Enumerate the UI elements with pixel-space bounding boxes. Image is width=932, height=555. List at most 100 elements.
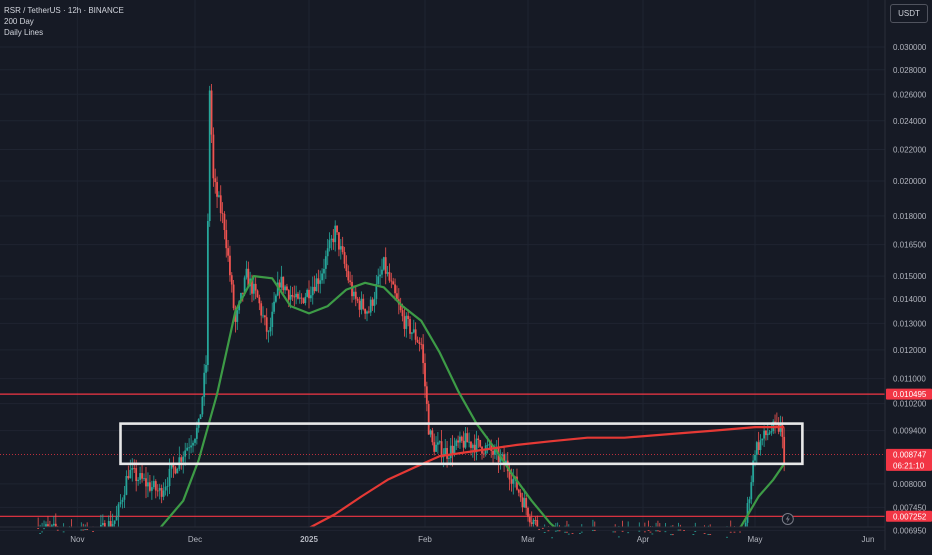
candle: [505, 453, 507, 464]
candle: [440, 430, 443, 463]
candle-body: [101, 523, 104, 525]
candle: [298, 290, 301, 304]
candle: [351, 274, 353, 303]
candle: [379, 266, 381, 287]
candle: [435, 436, 437, 453]
candle: [70, 519, 73, 528]
level-price-badge-1: 0.007252: [886, 510, 932, 522]
candle: [199, 414, 202, 420]
candle-body: [407, 315, 410, 319]
candle-body: [460, 436, 463, 441]
candle: [375, 274, 378, 305]
currency-selector-button[interactable]: USDT: [890, 4, 928, 23]
candle-body: [360, 298, 363, 310]
candle-body: [141, 473, 143, 479]
candle: [643, 522, 646, 533]
candle-body: [284, 286, 286, 291]
candle: [527, 506, 529, 522]
candle-body: [345, 263, 348, 272]
y-tick-label: 0.014000: [893, 295, 927, 304]
candle: [427, 400, 430, 435]
candle: [466, 427, 469, 443]
candle-body: [282, 276, 285, 291]
candle-body: [638, 530, 641, 532]
candle-body: [409, 318, 411, 334]
candle: [275, 293, 277, 304]
candle-body: [99, 524, 102, 527]
candle: [206, 213, 209, 372]
candle-body: [538, 528, 541, 530]
candle: [761, 438, 764, 446]
y-tick-label: 0.008000: [893, 480, 927, 489]
candle: [280, 265, 283, 291]
candle-body: [119, 501, 122, 505]
candle-body: [523, 498, 526, 508]
candle: [49, 520, 51, 528]
candle: [254, 275, 257, 300]
candle: [424, 353, 426, 398]
candle: [519, 489, 522, 502]
candle-body: [366, 311, 368, 314]
candle-body: [405, 315, 408, 329]
indicator-label-daily-lines[interactable]: Daily Lines: [4, 28, 44, 37]
candle-body: [733, 531, 736, 533]
moving-averages-layer: [159, 275, 786, 527]
candle: [436, 432, 439, 454]
candle-body: [748, 499, 751, 504]
candle: [306, 288, 309, 298]
candle-body: [86, 529, 89, 530]
symbol-title[interactable]: RSR / TetherUS · 12h · BINANCE: [4, 6, 124, 15]
candle-body: [503, 454, 505, 464]
candle-body: [313, 286, 316, 292]
candle: [429, 429, 432, 438]
candle-body: [532, 520, 535, 524]
candle: [534, 516, 537, 526]
candle: [154, 479, 157, 499]
candle: [729, 520, 732, 533]
candle-body: [558, 530, 561, 532]
candle: [488, 442, 491, 449]
candle: [726, 526, 728, 538]
candle: [203, 363, 206, 406]
candle: [121, 497, 124, 509]
candle-body: [448, 458, 450, 459]
candle-body: [527, 507, 529, 517]
candle: [41, 522, 43, 533]
candle-body: [739, 531, 741, 533]
candle: [746, 496, 749, 527]
candle-body: [446, 448, 448, 459]
candle: [431, 427, 434, 446]
candle-body: [766, 433, 769, 436]
candle-body: [205, 364, 207, 373]
candle-body: [158, 488, 161, 491]
candle: [182, 451, 185, 474]
y-tick-label: 0.028000: [893, 66, 927, 75]
candle-body: [670, 534, 672, 536]
candle: [757, 431, 760, 455]
candle: [460, 435, 463, 443]
candle-body: [457, 440, 460, 443]
candle-body: [135, 468, 138, 482]
candle: [103, 520, 106, 527]
candle-body: [677, 529, 680, 531]
candle: [145, 467, 147, 499]
candle-body: [364, 308, 367, 314]
candle-body: [401, 310, 404, 317]
candle-body: [671, 534, 674, 536]
candle-body: [216, 182, 218, 197]
indicator-label-200-day[interactable]: 200 Day: [4, 17, 34, 26]
candle-body: [341, 246, 344, 253]
candle: [765, 430, 767, 441]
candle-body: [321, 273, 323, 281]
candle-body: [298, 297, 301, 299]
candle: [525, 491, 528, 516]
candle-body: [770, 431, 773, 433]
candle-body: [373, 298, 376, 306]
y-tick-label: 0.013000: [893, 319, 927, 328]
candle: [381, 258, 383, 279]
candle-body: [227, 248, 229, 256]
candle: [178, 446, 181, 472]
y-tick-label: 0.015000: [893, 272, 927, 281]
